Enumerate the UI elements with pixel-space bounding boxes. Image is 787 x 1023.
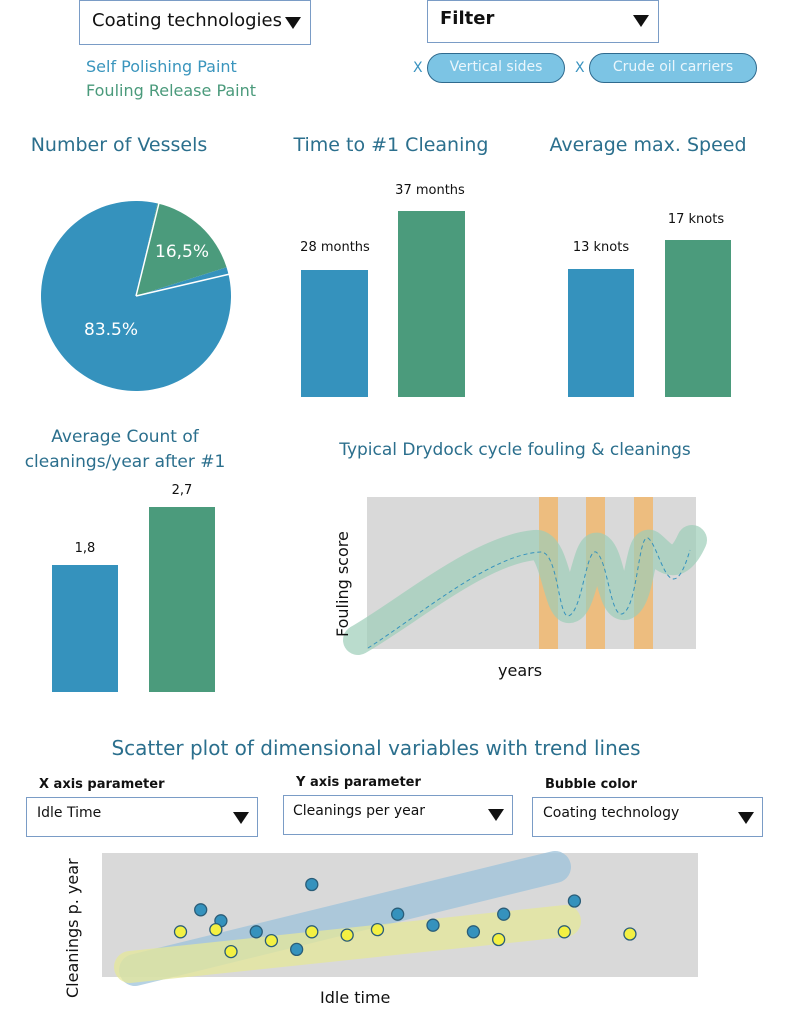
scatter-point-yellow[interactable] <box>557 925 571 939</box>
bar-self-polishing <box>568 269 634 397</box>
scatter-point-yellow[interactable] <box>264 933 279 948</box>
coating-technologies-dropdown[interactable]: Coating technologies <box>79 0 311 45</box>
scatter-point-yellow[interactable] <box>305 925 319 939</box>
chevron-down-icon <box>488 809 504 821</box>
filter-chip-crude-oil-carriers[interactable]: Crude oil carriers <box>589 53 757 83</box>
pie-label-green: 16,5% <box>155 242 210 262</box>
speed-chart-title: Average max. Speed <box>549 134 747 156</box>
scatter-point-blue[interactable] <box>466 925 481 939</box>
legend-fouling-release: Fouling Release Paint <box>86 81 257 100</box>
scatter-point-blue[interactable] <box>426 918 440 932</box>
scatter-point-yellow[interactable] <box>173 925 188 939</box>
vessels-chart-title: Number of Vessels <box>30 134 208 156</box>
chevron-down-icon <box>285 17 301 29</box>
bubble-color-dropdown[interactable]: Coating technology <box>532 797 763 837</box>
cleaning-time-chart-title: Time to #1 Cleaning <box>293 134 489 156</box>
drydock-chart-title: Typical Drydock cycle fouling & cleaning… <box>339 440 691 460</box>
cleanings-count-title-line1: Average Count of <box>51 427 199 447</box>
scatter-point-yellow[interactable] <box>340 928 354 942</box>
scatter-section-title: Scatter plot of dimensional variables wi… <box>111 736 641 760</box>
bar-self-polishing <box>301 270 368 397</box>
filter-dropdown-label: Filter <box>440 8 495 29</box>
remove-chip-crude-oil-icon[interactable]: X <box>575 60 585 76</box>
bubble-color-label: Bubble color <box>545 777 638 792</box>
pie-slice-self-polishing <box>41 200 232 391</box>
chevron-down-icon <box>233 812 249 824</box>
bar-label: 28 months <box>300 240 370 255</box>
drydock-x-axis-label: years <box>498 661 542 680</box>
bar-label: 13 knots <box>572 240 630 255</box>
legend-self-polishing: Self Polishing Paint <box>86 57 237 76</box>
x-axis-parameter-label: X axis parameter <box>39 777 165 792</box>
filter-chip-vertical-sides[interactable]: Vertical sides <box>427 53 565 83</box>
scatter-point-yellow[interactable] <box>224 944 238 959</box>
chevron-down-icon <box>633 15 649 27</box>
cleanings-count-title-line2: cleanings/year after #1 <box>24 452 226 472</box>
bubble-color-value: Coating technology <box>543 805 680 821</box>
scatter-point-blue[interactable] <box>497 907 511 921</box>
drydock-y-axis-label: Fouling score <box>333 531 352 637</box>
pie-label-blue: 83.5% <box>84 320 139 340</box>
fouling-curve <box>367 537 691 649</box>
remove-chip-vertical-sides-icon[interactable]: X <box>413 60 423 76</box>
chevron-down-icon <box>738 812 754 824</box>
fouling-trend-band <box>343 525 707 655</box>
scatter-point-yellow[interactable] <box>491 932 506 947</box>
scatter-chart: Cleanings p. year Idle time <box>63 851 698 1007</box>
bar-label: 2,7 <box>171 483 193 498</box>
y-axis-parameter-value: Cleanings per year <box>293 803 426 819</box>
scatter-point-yellow[interactable] <box>370 922 385 937</box>
scatter-x-axis-label: Idle time <box>320 988 390 1007</box>
y-axis-parameter-dropdown[interactable]: Cleanings per year <box>283 795 513 835</box>
scatter-point-blue[interactable] <box>289 942 304 957</box>
bar-fouling-release <box>149 507 215 692</box>
bar-label: 17 knots <box>667 212 725 227</box>
bar-label: 37 months <box>395 183 465 198</box>
yellow-trend-band <box>114 905 581 983</box>
y-axis-parameter-label: Y axis parameter <box>296 775 421 790</box>
scatter-point-blue[interactable] <box>390 907 405 921</box>
bar-self-polishing <box>52 565 118 692</box>
x-axis-parameter-value: Idle Time <box>37 805 102 821</box>
scatter-point-yellow[interactable] <box>209 922 223 937</box>
bar-label: 1,8 <box>74 541 96 556</box>
filter-dropdown[interactable]: Filter <box>427 0 659 43</box>
vessels-pie-chart <box>41 198 232 391</box>
coating-dropdown-label: Coating technologies <box>92 10 282 31</box>
scatter-point-yellow[interactable] <box>623 927 637 941</box>
scatter-point-blue[interactable] <box>194 903 208 917</box>
bar-fouling-release <box>398 211 465 397</box>
scatter-point-blue[interactable] <box>567 894 582 908</box>
scatter-point-blue[interactable] <box>305 877 319 892</box>
scatter-point-blue[interactable] <box>249 925 263 939</box>
bar-fouling-release <box>665 240 731 397</box>
pie-slice-fouling-release <box>136 203 227 296</box>
x-axis-parameter-dropdown[interactable]: Idle Time <box>26 797 258 837</box>
scatter-y-axis-label: Cleanings p. year <box>63 858 82 998</box>
drydock-chart: Fouling score years <box>333 497 707 680</box>
